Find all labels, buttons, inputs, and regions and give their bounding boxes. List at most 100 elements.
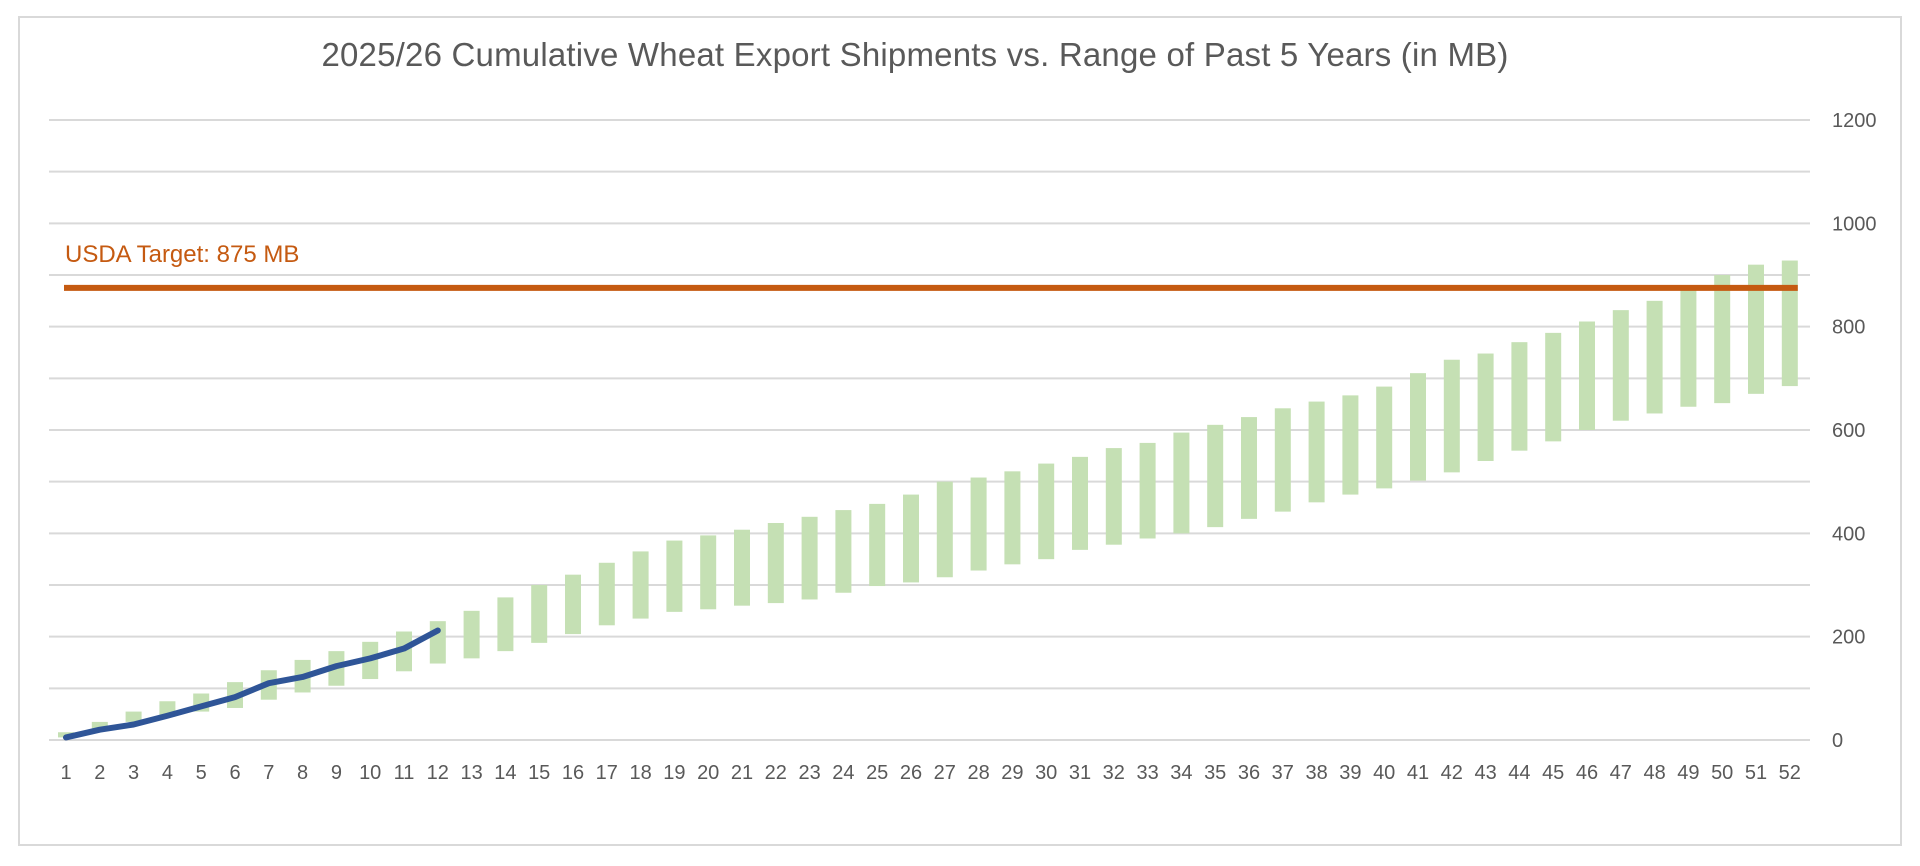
target-label: USDA Target: 875 MB	[65, 241, 299, 268]
range-bar	[1477, 353, 1494, 461]
x-tick-label: 42	[1441, 762, 1463, 784]
x-tick-label: 20	[697, 762, 719, 784]
y-tick-label: 600	[1832, 420, 1865, 442]
range-bar	[801, 516, 818, 600]
x-tick-label: 27	[934, 762, 956, 784]
range-bar	[1748, 264, 1764, 394]
x-tick-label: 7	[263, 762, 274, 784]
y-tick-label: 400	[1832, 523, 1865, 545]
x-tick-label: 26	[900, 762, 922, 784]
x-tick-label: 12	[427, 762, 449, 784]
x-tick-label: 6	[229, 762, 240, 784]
x-tick-label: 45	[1542, 762, 1564, 784]
range-bar	[1105, 448, 1122, 545]
range-bar	[463, 610, 480, 659]
range-bar	[869, 503, 886, 587]
x-tick-label: 40	[1373, 762, 1395, 784]
range-bar	[1308, 401, 1325, 503]
x-tick-label: 9	[331, 762, 342, 784]
range-bar	[1038, 463, 1055, 560]
x-tick-label: 51	[1745, 762, 1767, 784]
x-tick-label: 41	[1407, 762, 1429, 784]
range-bar	[970, 477, 987, 571]
range-bar	[531, 585, 548, 643]
range-bar	[903, 494, 919, 583]
x-tick-label: 50	[1711, 762, 1733, 784]
range-bar	[632, 551, 649, 619]
range-bar	[497, 597, 514, 652]
x-tick-label: 17	[596, 762, 618, 784]
range-bar	[1612, 310, 1629, 421]
x-tick-label: 49	[1677, 762, 1699, 784]
x-tick-label: 52	[1779, 762, 1801, 784]
x-tick-label: 25	[866, 762, 888, 784]
x-tick-label: 34	[1170, 762, 1192, 784]
x-tick-label: 18	[629, 762, 651, 784]
x-tick-label: 35	[1204, 762, 1226, 784]
range-bar	[666, 540, 683, 612]
y-tick-label: 1200	[1832, 110, 1877, 132]
x-tick-label: 22	[765, 762, 787, 784]
range-bar	[91, 721, 108, 730]
y-tick-label: 1000	[1832, 213, 1877, 235]
x-tick-label: 19	[663, 762, 685, 784]
x-tick-label: 23	[798, 762, 820, 784]
range-bar	[1680, 287, 1697, 407]
range-bar	[1579, 321, 1595, 430]
x-tick-label: 3	[128, 762, 139, 784]
x-tick-label: 11	[394, 762, 415, 784]
range-bar	[700, 535, 717, 610]
x-tick-label: 5	[196, 762, 207, 784]
range-bar	[125, 711, 142, 722]
range-bar	[565, 574, 581, 635]
x-tick-label: 32	[1103, 762, 1125, 784]
x-tick-label: 13	[460, 762, 482, 784]
x-tick-label: 4	[162, 762, 173, 784]
x-tick-label: 2	[94, 762, 105, 784]
x-tick-label: 15	[528, 762, 550, 784]
range-bar	[1376, 386, 1393, 489]
x-tick-label: 48	[1643, 762, 1665, 784]
range-bar	[1410, 373, 1426, 481]
x-tick-label: 36	[1238, 762, 1260, 784]
x-tick-label: 1	[60, 762, 71, 784]
range-bar	[1207, 424, 1224, 528]
y-tick-label: 0	[1832, 730, 1843, 752]
range-bar	[1241, 417, 1257, 519]
range-bar	[1274, 408, 1291, 512]
x-tick-label: 39	[1339, 762, 1361, 784]
x-tick-label: 16	[562, 762, 584, 784]
range-bar	[1139, 442, 1156, 539]
range-bar	[734, 529, 750, 606]
x-tick-label: 8	[297, 762, 308, 784]
range-bar	[1781, 260, 1798, 387]
current-series-line	[63, 627, 441, 741]
x-tick-label: 31	[1069, 762, 1091, 784]
y-tick-label: 800	[1832, 317, 1865, 339]
x-tick-label: 44	[1508, 762, 1530, 784]
chart-title: 2025/26 Cumulative Wheat Export Shipment…	[321, 36, 1509, 73]
x-tick-label: 21	[731, 762, 753, 784]
y-tick-label: 200	[1832, 627, 1865, 649]
range-bar	[1443, 359, 1460, 473]
x-tick-label: 43	[1474, 762, 1496, 784]
x-tick-label: 29	[1001, 762, 1023, 784]
range-bar	[1714, 275, 1731, 404]
range-bar	[1173, 432, 1190, 534]
range-bar	[1511, 342, 1528, 451]
x-tick-label: 10	[359, 762, 381, 784]
range-bar	[936, 481, 953, 578]
x-tick-label: 38	[1305, 762, 1327, 784]
range-bar	[1545, 332, 1562, 442]
range-bar	[1004, 471, 1021, 565]
x-tick-label: 47	[1610, 762, 1632, 784]
range-bar	[835, 510, 852, 593]
x-tick-label: 28	[967, 762, 989, 784]
x-tick-label: 37	[1272, 762, 1294, 784]
x-tick-label: 33	[1136, 762, 1158, 784]
range-bar	[1646, 300, 1663, 414]
range-bar	[598, 562, 615, 626]
range-bar	[1342, 395, 1359, 495]
x-tick-label: 14	[494, 762, 516, 784]
